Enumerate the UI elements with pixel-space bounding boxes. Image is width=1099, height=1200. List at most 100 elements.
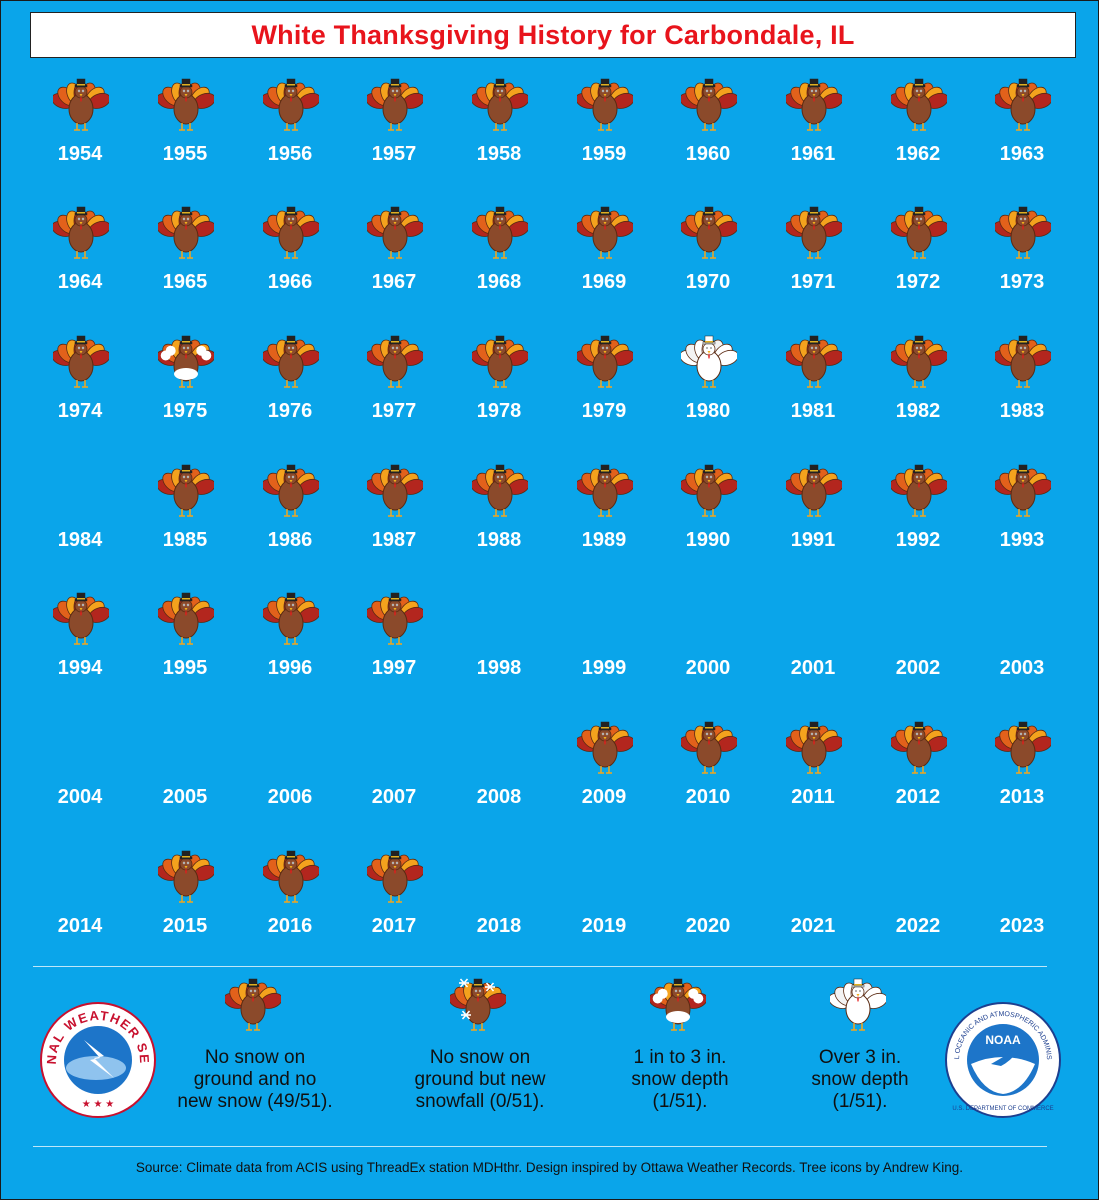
year-cell: 1954 <box>30 75 130 185</box>
year-cell: 1990 <box>658 461 758 571</box>
year-label: 2020 <box>685 915 731 937</box>
turkey-icon <box>367 78 423 131</box>
turkey-icon <box>995 206 1051 259</box>
legend-turkey-icon <box>450 978 506 1031</box>
turkey-icon <box>891 335 947 388</box>
year-cell: 2007 <box>344 718 444 828</box>
year-label: 2023 <box>999 915 1045 937</box>
year-label: 1997 <box>371 657 417 679</box>
turkey-icon <box>995 335 1051 388</box>
year-label: 2018 <box>476 915 522 937</box>
source-note: Source: Climate data from ACIS using Thr… <box>135 1160 964 1175</box>
turkey-icon <box>367 592 423 645</box>
turkey-icon <box>158 850 214 903</box>
legend-turkey-icon <box>225 978 281 1031</box>
year-label: 2015 <box>162 915 208 937</box>
year-cell: 1979 <box>554 332 654 442</box>
turkey-icon <box>577 206 633 259</box>
turkey-icon <box>53 78 109 131</box>
year-label: 1984 <box>57 529 103 551</box>
turkey-icon <box>891 464 947 517</box>
turkey-icon <box>577 721 633 774</box>
turkey-icon <box>158 592 214 645</box>
year-cell: 1988 <box>449 461 549 571</box>
year-label: 2004 <box>57 786 103 808</box>
turkey-icon <box>263 464 319 517</box>
year-cell: 2004 <box>30 718 130 828</box>
year-cell: 1959 <box>554 75 654 185</box>
year-cell: 2006 <box>240 718 340 828</box>
year-label: 1981 <box>790 400 836 422</box>
year-grid: 1954 1955 1956 1957 1958 1959 1960 1961 1962 1963… <box>30 75 1072 957</box>
year-cell: 1985 <box>135 461 235 571</box>
turkey-icon <box>786 721 842 774</box>
divider-bottom <box>33 1146 1047 1147</box>
turkey-icon <box>577 335 633 388</box>
year-cell: 2020 <box>658 847 758 957</box>
turkey-icon <box>53 335 109 388</box>
year-cell: 2015 <box>135 847 235 957</box>
year-cell: 1960 <box>658 75 758 185</box>
turkey-icon <box>472 206 528 259</box>
turkey-icon <box>472 464 528 517</box>
year-cell: 1995 <box>135 589 235 699</box>
turkey-icon <box>472 335 528 388</box>
year-cell: 1991 <box>763 461 863 571</box>
turkey-icon <box>367 335 423 388</box>
turkey-icon <box>577 78 633 131</box>
year-cell: 2022 <box>868 847 968 957</box>
turkey-icon <box>891 721 947 774</box>
year-cell: 2005 <box>135 718 235 828</box>
legend-label: No snow on ground but new snowfall (0/51). <box>414 1047 546 1112</box>
year-cell: 2008 <box>449 718 549 828</box>
turkey-icon <box>995 78 1051 131</box>
noaa-center-text: NOAA <box>985 1033 1021 1047</box>
year-label: 1964 <box>57 271 103 293</box>
turkey-icon <box>995 721 1051 774</box>
year-label: 2014 <box>57 915 103 937</box>
year-label: 1979 <box>581 400 627 422</box>
year-label: 1988 <box>476 529 522 551</box>
year-cell: 1964 <box>30 203 130 313</box>
year-label: 1977 <box>371 400 417 422</box>
turkey-icon <box>367 464 423 517</box>
title-box: White Thanksgiving History for Carbondal… <box>30 12 1076 58</box>
year-cell: 2012 <box>868 718 968 828</box>
turkey-icon <box>891 78 947 131</box>
year-label: 2001 <box>790 657 836 679</box>
year-label: 1972 <box>895 271 941 293</box>
legend-turkey-icon <box>830 978 886 1031</box>
year-cell: 2023 <box>972 847 1072 957</box>
year-cell: 1997 <box>344 589 444 699</box>
year-cell: 2016 <box>240 847 340 957</box>
year-cell: 1976 <box>240 332 340 442</box>
year-label: 2017 <box>371 915 417 937</box>
turkey-icon <box>786 464 842 517</box>
turkey-icon <box>158 464 214 517</box>
year-cell: 1981 <box>763 332 863 442</box>
turkey-icon <box>681 78 737 131</box>
turkey-icon <box>681 464 737 517</box>
year-label: 1974 <box>57 400 103 422</box>
year-cell: 2019 <box>554 847 654 957</box>
year-cell: 1980 <box>658 332 758 442</box>
year-cell: 1958 <box>449 75 549 185</box>
year-cell: 1968 <box>449 203 549 313</box>
year-cell: 1967 <box>344 203 444 313</box>
year-label: 2006 <box>267 786 313 808</box>
year-cell: 1961 <box>763 75 863 185</box>
turkey-icon <box>786 78 842 131</box>
year-cell: 2014 <box>30 847 130 957</box>
turkey-icon <box>53 206 109 259</box>
year-label: 1985 <box>162 529 208 551</box>
year-label: 1975 <box>162 400 208 422</box>
year-label: 2013 <box>999 786 1045 808</box>
year-cell: 1957 <box>344 75 444 185</box>
year-label: 1965 <box>162 271 208 293</box>
year-cell: 1996 <box>240 589 340 699</box>
year-cell: 1963 <box>972 75 1072 185</box>
turkey-icon <box>53 592 109 645</box>
year-label: 2016 <box>267 915 313 937</box>
year-label: 2002 <box>895 657 941 679</box>
chart-title: White Thanksgiving History for Carbondal… <box>251 19 855 50</box>
